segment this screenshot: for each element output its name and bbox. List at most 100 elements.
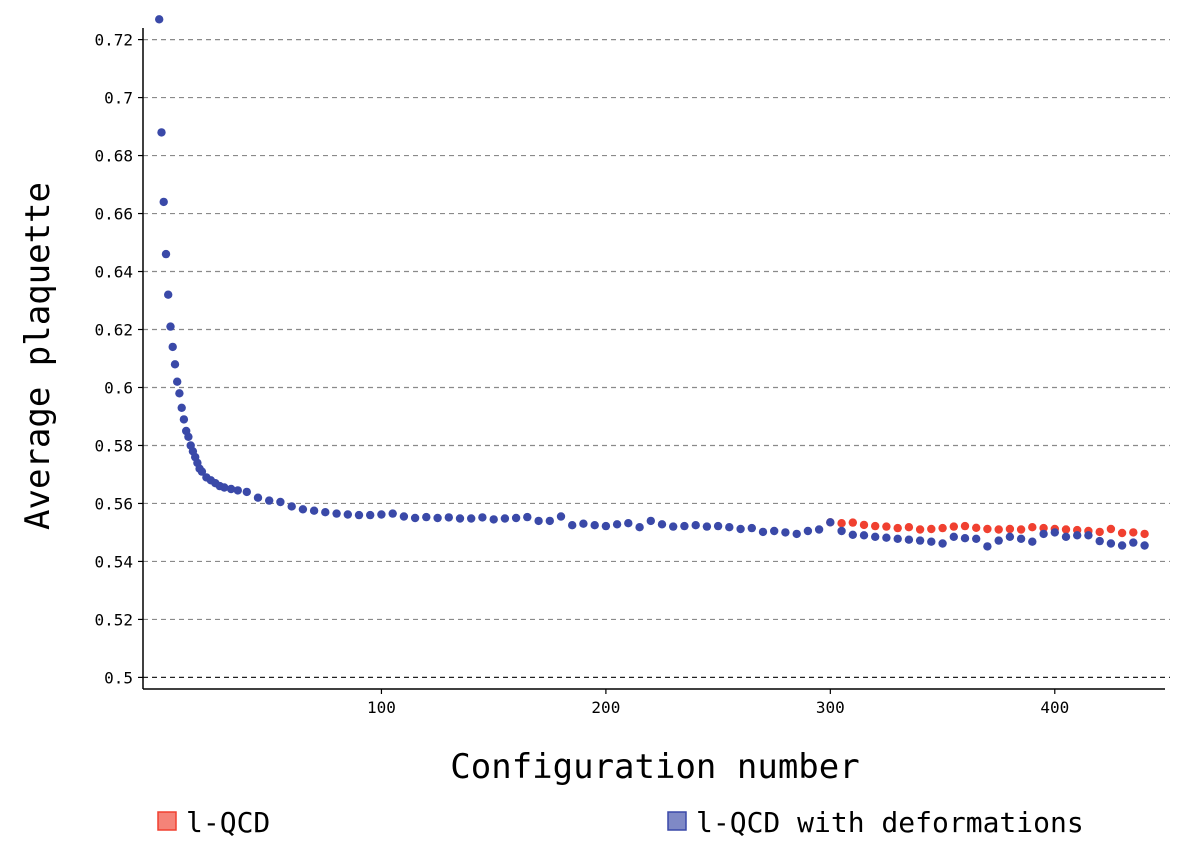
data-point: [736, 524, 745, 534]
y-tick-label: 0.62: [94, 321, 133, 340]
data-point: [1073, 531, 1082, 540]
data-point: [859, 520, 869, 530]
data-point: [1095, 536, 1104, 546]
y-tick-label: 0.64: [94, 263, 133, 282]
data-point: [1061, 532, 1071, 541]
data-point: [1005, 524, 1015, 534]
data-point: [354, 510, 364, 520]
data-point: [669, 522, 678, 531]
data-point: [1016, 525, 1026, 534]
series-1: [155, 15, 1149, 551]
data-point: [500, 514, 510, 523]
data-point: [166, 322, 175, 331]
legend-label-l-qcd: l-QCD: [186, 806, 270, 839]
x-tick-label: 300: [816, 698, 845, 717]
data-point: [960, 521, 970, 531]
data-point: [155, 15, 164, 24]
data-point: [949, 522, 958, 531]
data-point: [837, 526, 846, 536]
data-point: [612, 520, 622, 529]
data-point: [646, 516, 655, 526]
data-point: [478, 513, 487, 522]
y-tick-label: 0.5: [104, 668, 133, 687]
data-point: [814, 525, 824, 534]
data-point: [781, 528, 790, 537]
data-point: [904, 535, 914, 544]
x-axis-title: Configuration number: [450, 747, 859, 787]
data-point: [1140, 529, 1149, 539]
data-point: [859, 531, 869, 540]
y-tick-label: 0.68: [94, 147, 133, 166]
data-point: [1028, 537, 1037, 546]
data-point: [197, 467, 207, 476]
x-axis-ticks: 100 200 300 400: [367, 689, 1069, 717]
data-point: [433, 513, 442, 523]
data-point: [927, 537, 936, 546]
data-point: [960, 534, 970, 543]
data-point: [994, 536, 1003, 545]
data-point: [1028, 523, 1037, 532]
data-point: [1117, 528, 1127, 538]
x-tick-label: 200: [591, 698, 620, 717]
data-point: [242, 487, 251, 497]
data-point: [590, 521, 599, 530]
data-point: [568, 521, 577, 530]
data-point: [624, 519, 633, 528]
y-tick-label: 0.6: [104, 378, 133, 397]
data-point: [170, 360, 180, 369]
data-point: [332, 509, 341, 518]
data-point: [1095, 527, 1104, 537]
data-point: [747, 523, 756, 533]
data-point: [994, 525, 1003, 534]
data-point: [949, 532, 958, 541]
data-point: [579, 519, 588, 528]
data-point: [276, 497, 285, 507]
data-point: [159, 197, 168, 207]
y-axis-ticks: 0.5 0.52 0.54 0.56 0.58 0.6 0.62 0.64 0.66 0.68 0.…: [94, 31, 143, 687]
data-point: [635, 523, 644, 532]
data-point: [691, 521, 700, 530]
data-point: [904, 523, 914, 532]
data-point: [983, 524, 992, 534]
data-point: [1039, 523, 1048, 533]
y-tick-label: 0.52: [94, 610, 133, 629]
data-point: [1140, 541, 1149, 550]
data-point: [422, 512, 431, 522]
data-point: [179, 415, 189, 424]
data-point: [233, 486, 242, 495]
data-point: [702, 522, 712, 531]
data-point: [173, 377, 182, 386]
data-point: [489, 515, 498, 524]
data-point: [556, 512, 566, 521]
data-point: [177, 403, 186, 412]
data-point: [309, 506, 319, 515]
data-point: [343, 510, 352, 519]
legend-label-l-qcd-with-deformations: l-QCD with deformations: [696, 806, 1084, 839]
data-point: [1016, 534, 1026, 543]
data-point: [1129, 538, 1138, 547]
data-point: [168, 342, 177, 352]
data-point: [1129, 528, 1138, 537]
data-point: [927, 524, 936, 534]
x-tick-label: 400: [1040, 698, 1069, 717]
data-point: [680, 521, 689, 531]
data-point: [287, 502, 296, 511]
data-point: [253, 493, 263, 502]
data-point: [1084, 531, 1093, 540]
data-point: [184, 432, 193, 441]
data-point: [226, 484, 236, 494]
data-point: [1050, 528, 1060, 537]
data-point: [175, 389, 184, 398]
y-tick-label: 0.58: [94, 436, 133, 455]
data-point: [770, 526, 779, 536]
data-point: [321, 508, 330, 517]
data-point: [1061, 525, 1071, 534]
data-point: [1039, 529, 1048, 539]
data-point: [871, 532, 880, 541]
data-point: [265, 496, 274, 505]
data-point: [220, 483, 229, 492]
data-point: [523, 512, 532, 522]
legend-swatch-l-qcd-with-deformations: [667, 811, 687, 831]
data-point: [803, 526, 813, 536]
data-point: [157, 128, 166, 137]
